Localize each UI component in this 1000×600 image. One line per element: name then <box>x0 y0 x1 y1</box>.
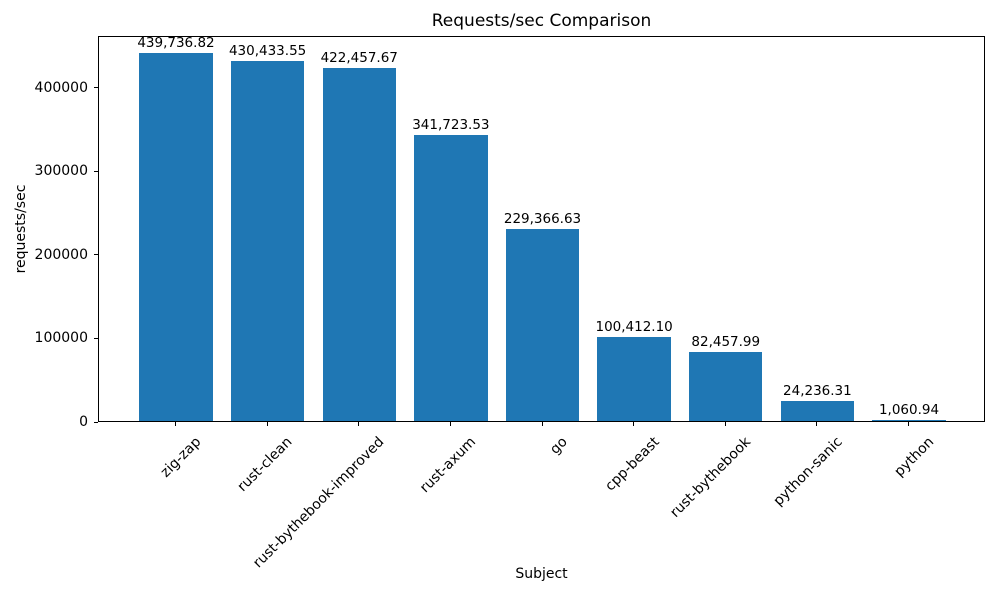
y-tick <box>94 87 98 89</box>
x-tick <box>449 422 451 426</box>
x-tick <box>908 422 910 426</box>
bar-value-label: 82,457.99 <box>691 334 761 351</box>
x-tick <box>174 422 176 426</box>
x-tick-label: go <box>547 434 571 458</box>
y-tick-label: 400000 <box>34 79 88 96</box>
x-tick-label: rust-axum <box>417 434 480 497</box>
bar-rust-clean <box>230 61 305 421</box>
bar-rust-bythebook-improved <box>322 67 396 421</box>
bar-python <box>872 420 946 421</box>
plot-area: 439,736.82 430,433.55 422,457.67 341,723.53… <box>98 36 985 422</box>
x-tick-label: rust-clean <box>235 434 296 495</box>
y-tick-label: 100000 <box>34 330 88 347</box>
y-tick-label: 0 <box>79 414 88 430</box>
y-tick <box>94 254 98 256</box>
bar-value-label: 1,060.94 <box>878 402 940 419</box>
x-tick <box>633 422 635 426</box>
bar-value-label: 24,236.31 <box>783 382 852 399</box>
bar-go <box>505 229 580 421</box>
y-tick-label: 300000 <box>34 163 88 180</box>
x-tick <box>816 422 818 426</box>
bar-value-label: 439,736.82 <box>137 35 215 52</box>
x-tick <box>724 422 726 426</box>
y-tick <box>94 421 98 423</box>
bar-cpp-beast <box>597 337 671 421</box>
bar-rust-bythebook <box>689 352 763 421</box>
bar-zig-zap <box>139 53 213 421</box>
x-tick <box>266 422 268 426</box>
x-tick-label: python-sanic <box>770 434 846 510</box>
x-tick-label: zig-zap <box>157 434 205 481</box>
y-tick <box>94 170 98 172</box>
x-tick-label: rust-bythebook <box>667 434 755 521</box>
bar-value-label: 341,723.53 <box>412 117 490 134</box>
x-tick-label: python <box>891 434 938 480</box>
bar-value-label: 100,412.10 <box>595 319 673 336</box>
bar-value-label: 430,433.55 <box>228 43 307 60</box>
bar-value-label: 229,366.63 <box>503 211 582 228</box>
chart-title: Requests/sec Comparison <box>431 11 652 31</box>
y-tick-label: 200000 <box>34 246 88 263</box>
x-tick-label: cpp-beast <box>602 434 663 495</box>
x-tick <box>541 422 543 426</box>
x-tick <box>358 422 360 426</box>
bar-value-label: 422,457.67 <box>320 49 398 66</box>
bar-rust-axum <box>414 135 488 421</box>
bar-python-sanic <box>780 400 855 421</box>
y-tick <box>94 337 98 339</box>
x-axis-label: Subject <box>515 566 568 582</box>
